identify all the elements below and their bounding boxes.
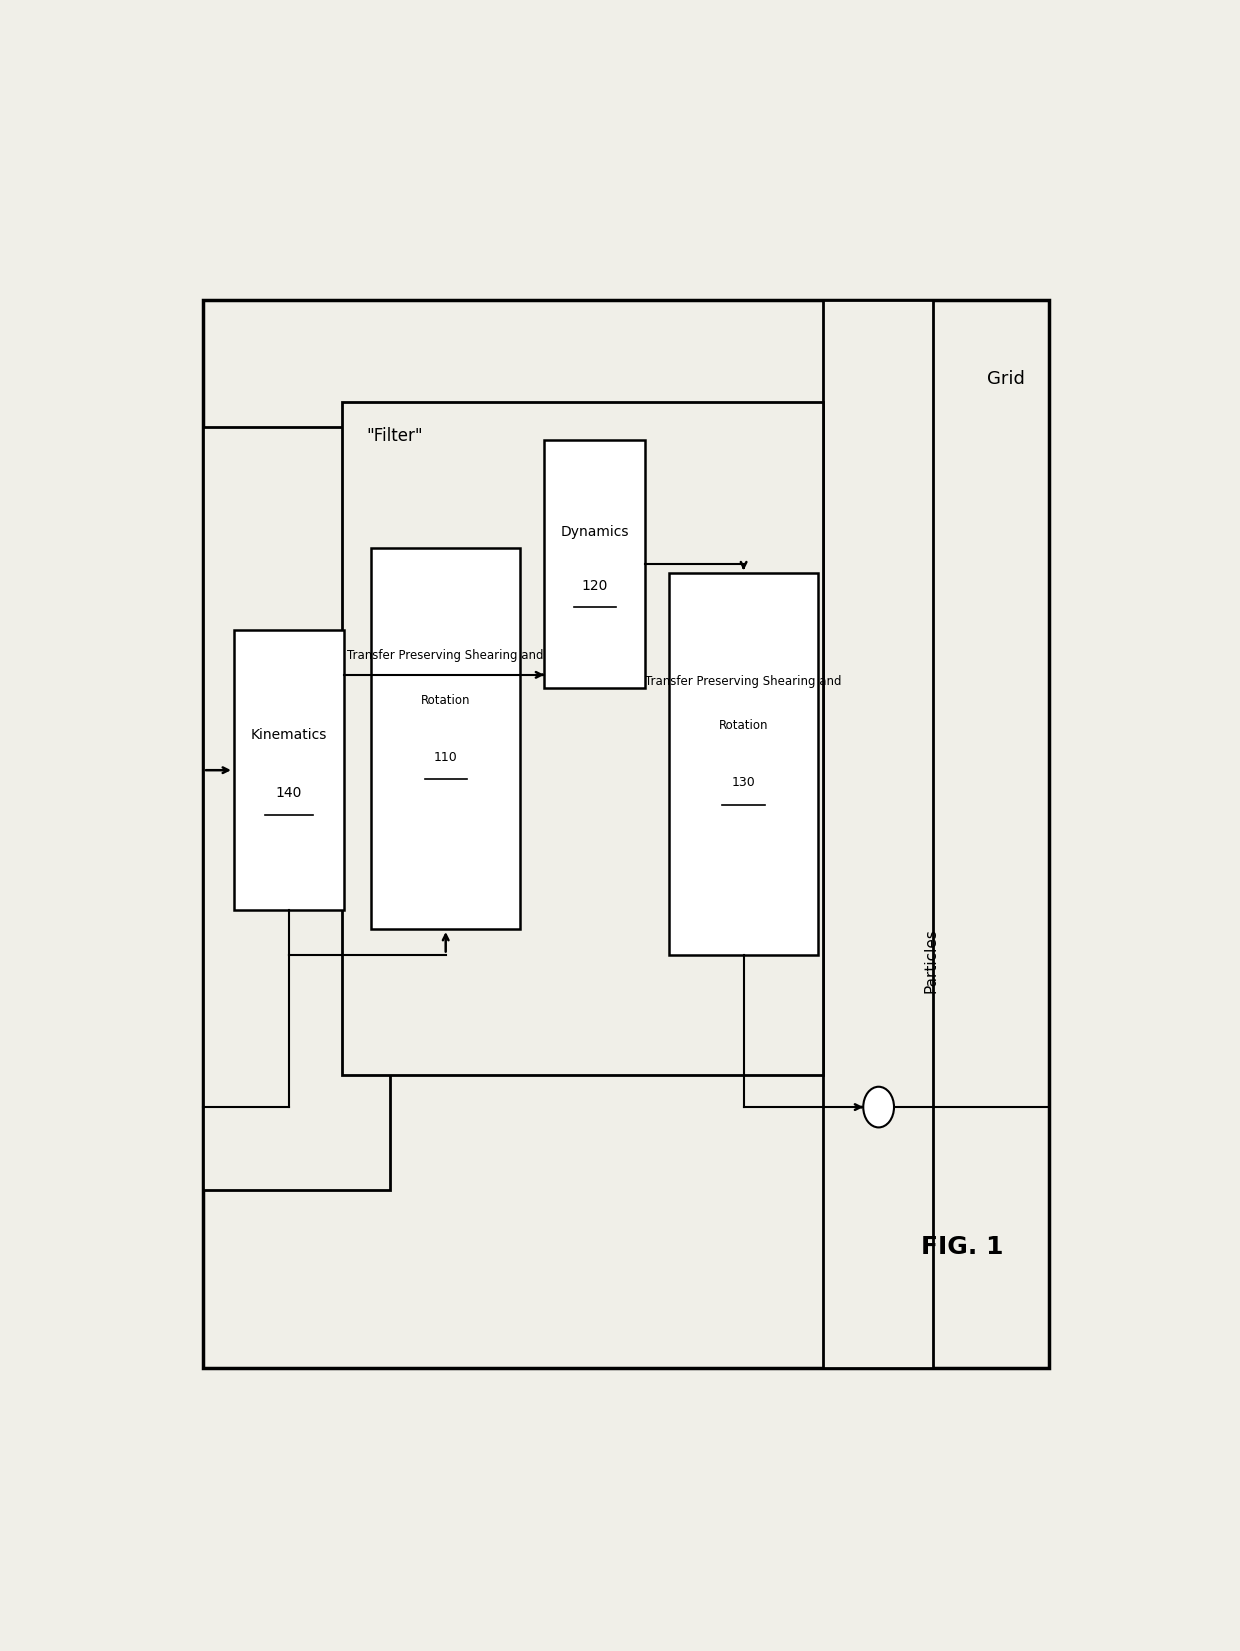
Text: "Filter": "Filter": [367, 428, 423, 446]
Text: Transfer Preserving Shearing and: Transfer Preserving Shearing and: [645, 675, 842, 688]
Text: Rotation: Rotation: [719, 720, 769, 731]
Bar: [342, 401, 823, 1075]
Text: Rotation: Rotation: [420, 693, 470, 707]
Text: 140: 140: [275, 786, 303, 801]
Text: 130: 130: [732, 776, 755, 789]
Bar: [544, 439, 645, 687]
Text: Particles: Particles: [924, 928, 939, 994]
Bar: [203, 428, 391, 1190]
Bar: [371, 548, 521, 930]
Text: Transfer Preserving Shearing and: Transfer Preserving Shearing and: [347, 649, 544, 662]
Text: Dynamics: Dynamics: [560, 525, 629, 538]
Text: FIG. 1: FIG. 1: [921, 1235, 1003, 1260]
Bar: [670, 573, 818, 954]
Bar: [234, 631, 345, 910]
Text: 110: 110: [434, 751, 458, 764]
Text: 120: 120: [582, 580, 608, 593]
Bar: [203, 300, 1049, 1367]
Text: Grid: Grid: [987, 370, 1024, 388]
Bar: [823, 300, 934, 1367]
Text: Kinematics: Kinematics: [250, 728, 327, 741]
Circle shape: [863, 1086, 894, 1128]
